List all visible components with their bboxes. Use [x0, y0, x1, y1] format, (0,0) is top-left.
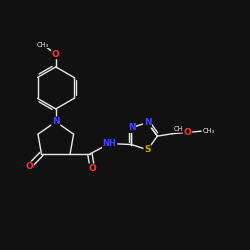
Text: CH₃: CH₃: [37, 42, 49, 48]
Text: O: O: [25, 162, 33, 171]
Text: CH₃: CH₃: [202, 128, 214, 134]
Text: N: N: [144, 118, 151, 127]
Text: CH₂: CH₂: [174, 126, 186, 132]
Text: NH: NH: [103, 139, 117, 148]
Text: O: O: [52, 50, 60, 58]
Text: O: O: [88, 164, 96, 173]
Text: N: N: [128, 123, 135, 132]
Text: N: N: [52, 117, 60, 126]
Text: S: S: [144, 145, 151, 154]
Text: O: O: [184, 128, 192, 137]
